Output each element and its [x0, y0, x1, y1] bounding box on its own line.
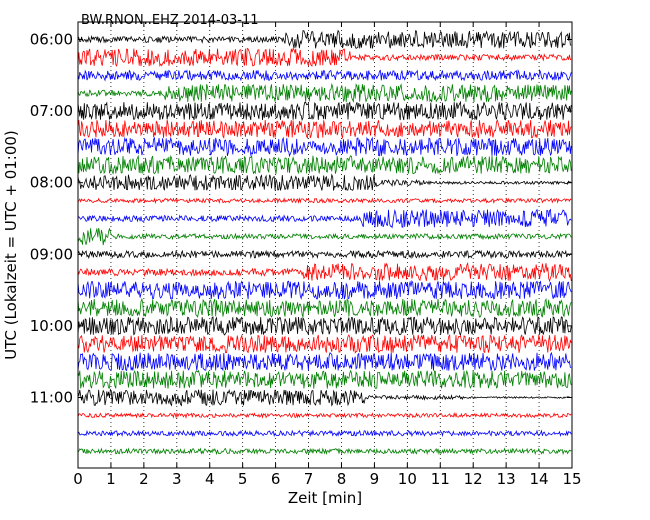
- trace-group: [77, 29, 572, 456]
- trace-1030: [77, 351, 572, 372]
- x-axis-label: Zeit [min]: [288, 489, 362, 507]
- trace-0730: [77, 136, 572, 158]
- trace-1015: [77, 334, 572, 354]
- y-axis: 06:00 07:00 08:00 09:00 10:00 11:00: [30, 31, 572, 407]
- chart-title: BW.RNON..EHZ 2014-03-11: [81, 13, 259, 28]
- trace-0945: [77, 297, 572, 318]
- trace-0830: [77, 208, 572, 229]
- trace-0600: [77, 29, 572, 49]
- y-tick-label: 07:00: [30, 102, 73, 120]
- x-tick-label: 5: [238, 470, 248, 488]
- trace-0800: [77, 173, 572, 191]
- y-tick-label: 06:00: [30, 31, 73, 49]
- y-axis-label: UTC (Lokalzeit = UTC + 01:00): [2, 130, 20, 360]
- x-tick-label: 15: [562, 470, 581, 488]
- x-tick-label: 0: [73, 470, 83, 488]
- x-tick-label: 8: [337, 470, 347, 488]
- y-tick-label: 08:00: [30, 174, 73, 192]
- trace-1045: [77, 369, 572, 389]
- trace-0715: [77, 119, 572, 140]
- trace-0700: [77, 100, 572, 122]
- trace-0915: [77, 261, 572, 283]
- trace-0645: [77, 82, 572, 103]
- x-tick-label: 7: [304, 470, 314, 488]
- trace-1145: [77, 447, 572, 456]
- y-tick-label: 11:00: [30, 389, 73, 407]
- x-tick-label: 12: [464, 470, 483, 488]
- trace-0615: [77, 47, 572, 67]
- y-tick-label: 10:00: [30, 317, 73, 335]
- y-tick-label: 09:00: [30, 245, 73, 263]
- trace-1100: [77, 388, 572, 407]
- trace-1115: [77, 411, 572, 419]
- x-axis: 0 1 2 3 4 5 6 7 8 9 10 11 12 13 14 15: [73, 22, 582, 488]
- trace-0630: [77, 68, 572, 82]
- x-tick-label: 13: [497, 470, 516, 488]
- x-tick-label: 11: [431, 470, 450, 488]
- x-tick-label: 2: [139, 470, 149, 488]
- trace-0930: [77, 280, 572, 300]
- trace-1000: [77, 315, 572, 336]
- x-tick-label: 4: [205, 470, 215, 488]
- trace-0815: [77, 197, 572, 205]
- x-tick-label: 9: [370, 470, 380, 488]
- x-tick-label: 6: [271, 470, 281, 488]
- x-tick-label: 10: [398, 470, 417, 488]
- trace-0845: [77, 227, 572, 246]
- trace-1130: [77, 429, 572, 438]
- trace-0745: [77, 154, 572, 175]
- x-tick-label: 1: [106, 470, 116, 488]
- trace-0900: [77, 249, 572, 260]
- plot-frame: [77, 21, 573, 469]
- x-tick-label: 3: [172, 470, 182, 488]
- x-tick-label: 14: [530, 470, 549, 488]
